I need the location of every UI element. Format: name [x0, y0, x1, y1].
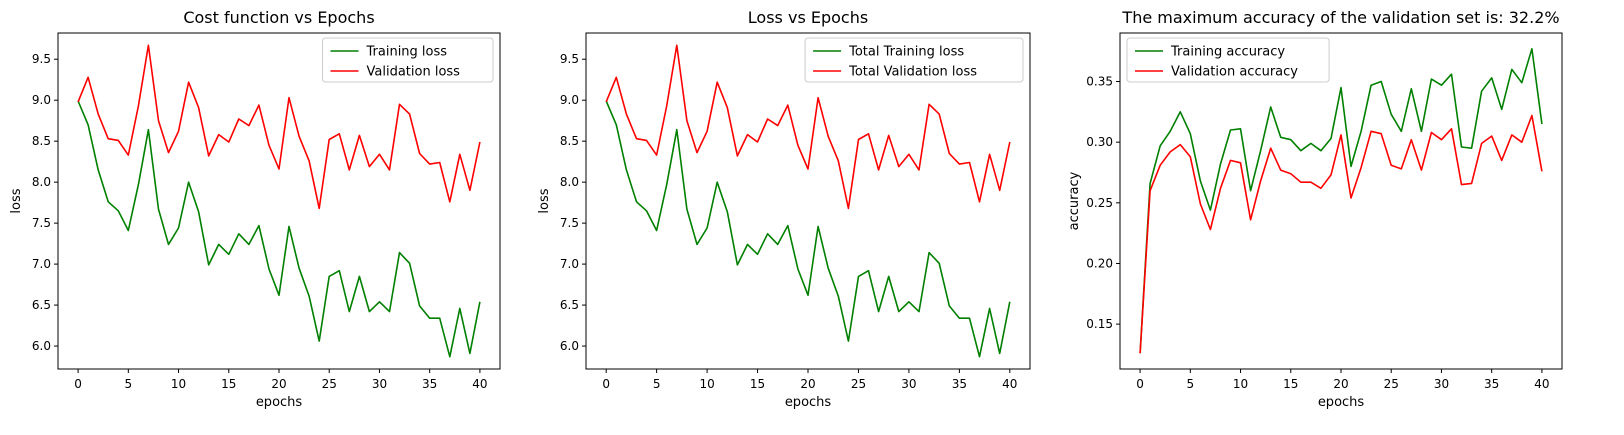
y-tick-label: 0.20 — [1086, 256, 1113, 270]
x-tick-label: 35 — [422, 377, 437, 391]
series-line-training — [77, 100, 481, 358]
legend: Total Training loss Total Validation loss — [804, 37, 1024, 83]
legend-box — [322, 37, 494, 83]
series-line-validation — [77, 44, 481, 210]
y-axis-label: accuracy — [1067, 171, 1082, 230]
x-tick-label: 35 — [952, 377, 967, 391]
x-tick-label: 10 — [171, 377, 186, 391]
x-tick-label: 30 — [1434, 377, 1449, 391]
y-tick-label: 0.30 — [1086, 135, 1113, 149]
y-tick-label: 9.5 — [32, 52, 51, 66]
y-tick-label: 9.0 — [560, 93, 579, 107]
plot-frame — [585, 32, 1031, 370]
legend-label: Training loss — [366, 45, 448, 60]
chart-title: The maximum accuracy of the validation s… — [1121, 8, 1559, 27]
x-tick-label: 10 — [1233, 377, 1248, 391]
x-tick-label: 5 — [1186, 377, 1194, 391]
x-tick-label: 0 — [602, 377, 610, 391]
y-tick-label: 6.0 — [32, 339, 51, 353]
y-tick-label: 8.0 — [32, 175, 51, 189]
x-tick-label: 15 — [1283, 377, 1298, 391]
x-tick-label: 40 — [1002, 377, 1017, 391]
legend-label: Total Validation loss — [848, 65, 977, 80]
legend: Training loss Validation loss — [322, 37, 494, 83]
y-tick-label: 6.5 — [32, 298, 51, 312]
y-tick-label: 6.0 — [560, 339, 579, 353]
y-tick-label: 7.0 — [32, 257, 51, 271]
chart-cost-function: Cost function vs Epochs 0 5 10 15 20 25 30 35 40 6… — [9, 8, 501, 410]
chart-title: Cost function vs Epochs — [183, 8, 374, 27]
x-tick-label: 20 — [800, 377, 815, 391]
x-tick-label: 0 — [74, 377, 82, 391]
x-tick-label: 15 — [750, 377, 765, 391]
plot-frame — [1119, 32, 1563, 370]
y-tick-label: 0.35 — [1086, 75, 1113, 89]
x-tick-label: 5 — [653, 377, 661, 391]
legend-box — [804, 37, 1024, 83]
legend-label: Validation accuracy — [1171, 65, 1298, 80]
y-tick-label: 7.5 — [560, 216, 579, 230]
y-tick-label: 8.5 — [32, 134, 51, 148]
y-tick-label: 8.0 — [560, 175, 579, 189]
x-tick-label: 25 — [322, 377, 337, 391]
x-tick-label: 25 — [851, 377, 866, 391]
chart-loss-vs-epochs: Loss vs Epochs 0 5 10 15 20 25 30 35 40 6.0 6.5 7.0 7… — [537, 8, 1031, 410]
chart-accuracy: The maximum accuracy of the validation s… — [1067, 8, 1563, 410]
x-tick-label: 15 — [221, 377, 236, 391]
series-line-training — [605, 100, 1011, 358]
legend-label: Total Training loss — [848, 45, 964, 60]
x-tick-label: 30 — [901, 377, 916, 391]
y-tick-label: 8.5 — [560, 134, 579, 148]
series-line-training — [1139, 47, 1543, 354]
y-tick-label: 9.0 — [32, 93, 51, 107]
y-tick-label: 6.5 — [560, 298, 579, 312]
y-tick-label: 7.0 — [560, 257, 579, 271]
y-tick-label: 9.5 — [560, 52, 579, 66]
chart-title: Loss vs Epochs — [748, 8, 868, 27]
y-tick-label: 0.25 — [1086, 196, 1113, 210]
x-axis-label: epochs — [785, 395, 832, 410]
y-tick-label: 7.5 — [32, 216, 51, 230]
x-axis-label: epochs — [1318, 395, 1365, 410]
x-tick-label: 10 — [699, 377, 714, 391]
legend-label: Training accuracy — [1170, 45, 1285, 60]
x-tick-label: 40 — [1534, 377, 1549, 391]
x-axis-label: epochs — [256, 395, 303, 410]
series-line-validation — [605, 44, 1011, 210]
x-tick-label: 30 — [372, 377, 387, 391]
y-axis-label: loss — [537, 188, 552, 213]
x-tick-label: 5 — [124, 377, 132, 391]
x-tick-label: 20 — [271, 377, 286, 391]
plot-frame — [57, 32, 501, 370]
x-tick-label: 25 — [1384, 377, 1399, 391]
legend-label: Validation loss — [367, 65, 461, 80]
x-tick-label: 40 — [472, 377, 487, 391]
legend-box — [1126, 37, 1330, 83]
series-line-validation — [1139, 114, 1543, 354]
legend: Training accuracy Validation accuracy — [1126, 37, 1330, 83]
y-tick-label: 0.15 — [1086, 317, 1113, 331]
x-tick-label: 20 — [1333, 377, 1348, 391]
y-axis-label: loss — [9, 188, 24, 213]
x-tick-label: 0 — [1136, 377, 1144, 391]
x-tick-label: 35 — [1484, 377, 1499, 391]
